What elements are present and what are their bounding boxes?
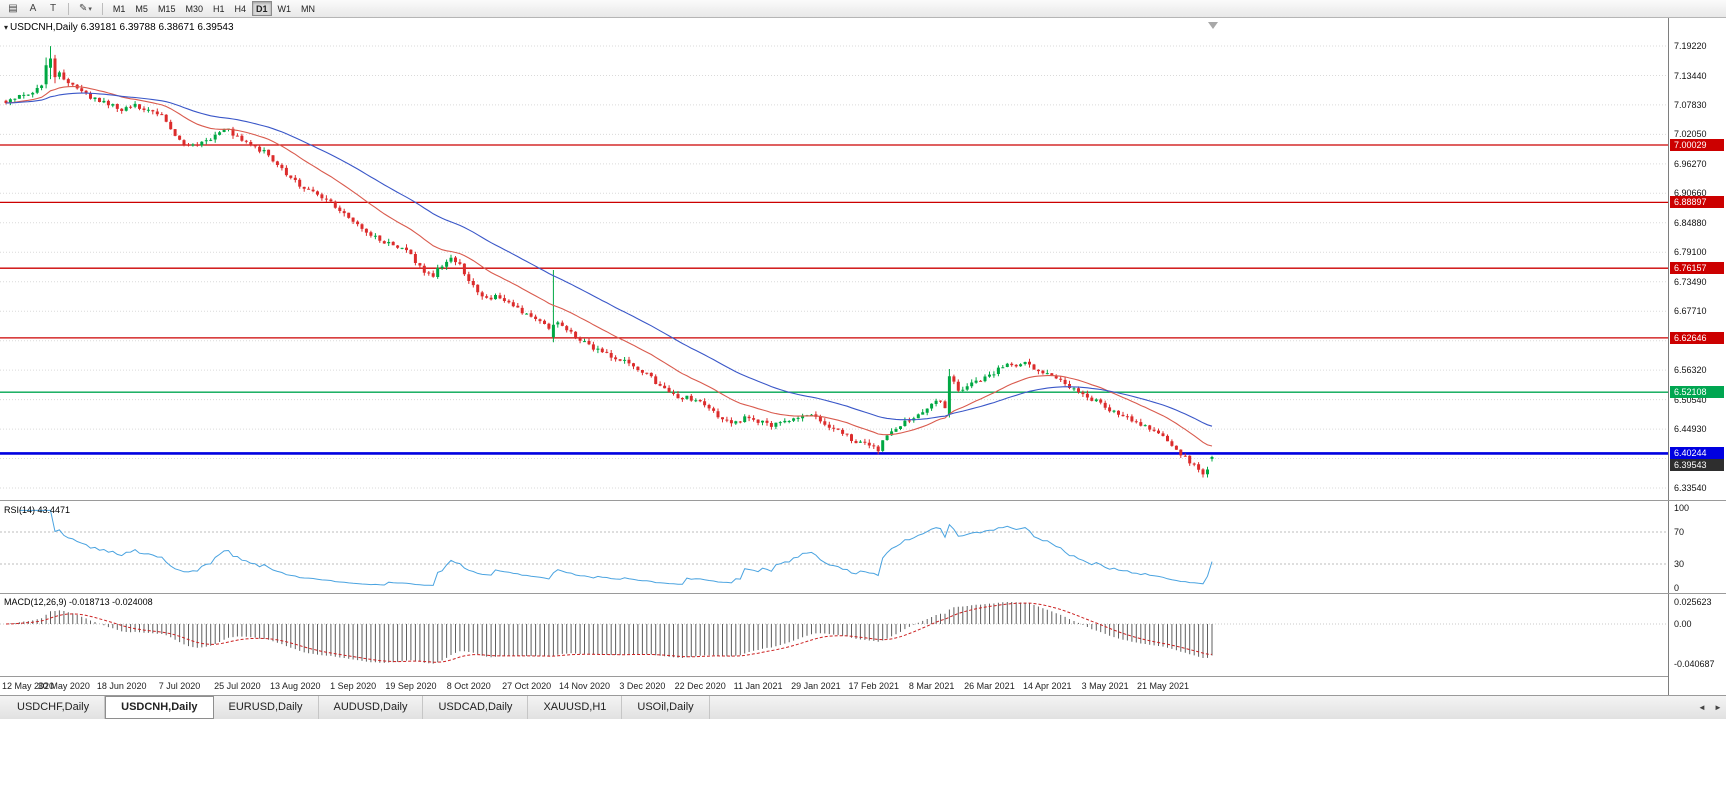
price-tick-label: 6.50540 bbox=[1674, 394, 1707, 405]
price-tick-label: 6.56320 bbox=[1674, 365, 1707, 376]
price-line-label: 6.52108 bbox=[1670, 386, 1724, 399]
date-axis-label: 27 Oct 2020 bbox=[502, 681, 552, 691]
price-line-label: 6.40244 bbox=[1670, 447, 1724, 460]
rsi-tick-label: 30 bbox=[1674, 559, 1685, 569]
date-axis-label: 14 Nov 2020 bbox=[558, 681, 611, 691]
timeframe-h4-button[interactable]: H4 bbox=[230, 1, 250, 16]
tab-scroll-left-button[interactable]: ◄ bbox=[1698, 703, 1706, 712]
timeframe-m30-button[interactable]: M30 bbox=[181, 1, 207, 16]
toolbar-separator bbox=[68, 2, 69, 15]
pencil-icon: ✎ bbox=[79, 3, 88, 14]
date-axis[interactable]: 12 May 2020 30 May 2020 18 Jun 2020 7 Jul 2… bbox=[0, 676, 1668, 695]
macd-tick-label: 0.00 bbox=[1674, 619, 1692, 629]
timeframe-w1-button[interactable]: W1 bbox=[274, 1, 296, 16]
chart-area: ▾ USDCNH,Daily 6.39181 6.39788 6.38671 6.… bbox=[0, 18, 1726, 695]
tab-eurusd-daily[interactable]: EURUSD,Daily bbox=[214, 696, 319, 719]
tabbar-spacer bbox=[710, 696, 1694, 719]
dropdown-caret-icon: ▾ bbox=[88, 5, 92, 13]
tab-audusd-daily[interactable]: AUDUSD,Daily bbox=[319, 696, 424, 719]
symbol-tabbar: USDCHF,Daily USDCNH,Daily EURUSD,Daily A… bbox=[0, 695, 1726, 719]
timeframe-m15-button[interactable]: M15 bbox=[154, 1, 180, 16]
date-axis-label: 8 Mar 2021 bbox=[908, 681, 955, 691]
chart-symbol-period: USDCNH,Daily bbox=[10, 22, 78, 33]
current-price-label: 6.39543 bbox=[1670, 459, 1724, 472]
price-tick-label: 6.67710 bbox=[1674, 306, 1707, 317]
price-tick-label: 6.73490 bbox=[1674, 276, 1707, 287]
tab-usdcnh-daily[interactable]: USDCNH,Daily bbox=[105, 696, 214, 719]
price-tick-label: 6.79100 bbox=[1674, 247, 1707, 258]
price-tick-label: 6.33540 bbox=[1674, 483, 1707, 493]
timeframe-m5-button[interactable]: M5 bbox=[131, 1, 152, 16]
tab-usoil-daily[interactable]: USOil,Daily bbox=[622, 696, 710, 719]
date-axis-label: 19 Sep 2020 bbox=[385, 681, 437, 691]
price-axis[interactable]: 7.19220 7.13440 7.07830 7.02050 6.96270 6.906… bbox=[1668, 18, 1726, 695]
rsi-label: RSI(14) 43.4471 bbox=[4, 505, 71, 515]
date-axis-label: 7 Jul 2020 bbox=[158, 681, 201, 691]
rsi-value: 43.4471 bbox=[37, 505, 71, 515]
rsi-chart[interactable] bbox=[0, 501, 1668, 593]
chart-dropdown-icon[interactable]: ▾ bbox=[4, 23, 9, 32]
text-tool-icon[interactable]: T bbox=[44, 1, 62, 16]
timeframe-d1-button[interactable]: D1 bbox=[252, 1, 272, 16]
price-tick-label: 7.13440 bbox=[1674, 70, 1707, 81]
date-axis-label: 22 Dec 2020 bbox=[674, 681, 726, 691]
tab-scroll-right-button[interactable]: ► bbox=[1714, 703, 1722, 712]
price-tick-label: 7.02050 bbox=[1674, 129, 1707, 140]
price-tick-label: 6.44930 bbox=[1674, 424, 1707, 435]
macd-label: MACD(12,26,9) -0.018713 -0.024008 bbox=[4, 597, 153, 607]
draw-tool-icon[interactable]: ✎ ▾ bbox=[75, 1, 96, 16]
price-line-label: 7.00029 bbox=[1670, 139, 1724, 151]
macd-chart[interactable] bbox=[0, 594, 1668, 676]
rsi-tick-label: 70 bbox=[1674, 527, 1685, 537]
date-axis-label: 25 Jul 2020 bbox=[214, 681, 261, 691]
timeframe-m1-button[interactable]: M1 bbox=[109, 1, 130, 16]
rsi-tick-label: 100 bbox=[1674, 503, 1690, 513]
tab-usdcad-daily[interactable]: USDCAD,Daily bbox=[423, 696, 529, 719]
pane-resize-handle[interactable] bbox=[0, 500, 1726, 501]
price-line-label: 6.88897 bbox=[1670, 196, 1724, 209]
price-line-label: 6.76157 bbox=[1670, 262, 1724, 275]
price-line-label: 6.62646 bbox=[1670, 331, 1724, 344]
timeframe-h1-button[interactable]: H1 bbox=[209, 1, 229, 16]
rsi-tick-label: 0 bbox=[1674, 583, 1680, 593]
price-tick-label: 6.96270 bbox=[1674, 158, 1707, 169]
timeframe-mn-button[interactable]: MN bbox=[297, 1, 319, 16]
date-axis-label: 11 Jan 2021 bbox=[733, 681, 783, 691]
price-tick-label: 7.07830 bbox=[1674, 99, 1707, 110]
price-tick-label: 6.84880 bbox=[1674, 217, 1707, 228]
date-axis-label: 30 May 2020 bbox=[37, 681, 90, 691]
date-axis-label: 18 Jun 2020 bbox=[96, 681, 147, 691]
pane-resize-handle[interactable] bbox=[0, 593, 1726, 594]
price-tick-label: 6.90660 bbox=[1674, 188, 1707, 199]
date-axis-label: 3 May 2021 bbox=[1081, 681, 1129, 691]
cursor-tool-icon[interactable]: A bbox=[24, 1, 42, 16]
date-axis-label: 29 Jan 2021 bbox=[791, 681, 841, 691]
date-axis-label: 14 Apr 2021 bbox=[1023, 681, 1072, 691]
date-axis-label: 1 Sep 2020 bbox=[330, 681, 377, 691]
date-axis-label: 8 Oct 2020 bbox=[446, 681, 491, 691]
price-chart[interactable] bbox=[0, 18, 1668, 500]
date-axis-label: 21 May 2021 bbox=[1136, 681, 1190, 691]
date-axis-label: 17 Feb 2021 bbox=[848, 681, 900, 691]
date-axis-label: 12 May 2020 bbox=[2, 681, 55, 691]
toolbar-separator bbox=[101, 2, 103, 15]
top-toolbar: ▤ A T ✎ ▾ M1 M5 M15 M30 H1 H4 D1 W1 MN bbox=[0, 0, 1726, 18]
tab-usdchf-daily[interactable]: USDCHF,Daily bbox=[2, 696, 106, 719]
macd-tick-label: 0.025623 bbox=[1674, 597, 1712, 607]
chart-title: ▾ USDCNH,Daily 6.39181 6.39788 6.38671 6.… bbox=[4, 22, 234, 33]
tab-xauusd-h1[interactable]: XAUUSD,H1 bbox=[528, 696, 623, 719]
date-axis-label: 3 Dec 2020 bbox=[619, 681, 666, 691]
macd-values: -0.018713 -0.024008 bbox=[69, 597, 153, 607]
date-axis-label: 13 Aug 2020 bbox=[269, 681, 321, 691]
chart-window-icon[interactable]: ▤ bbox=[4, 1, 22, 16]
chart-ohlc-values: 6.39181 6.39788 6.38671 6.39543 bbox=[80, 22, 234, 33]
macd-tick-label: -0.040687 bbox=[1674, 659, 1715, 669]
price-tick-label: 7.19220 bbox=[1674, 41, 1707, 51]
date-axis-label: 26 Mar 2021 bbox=[964, 681, 1015, 691]
